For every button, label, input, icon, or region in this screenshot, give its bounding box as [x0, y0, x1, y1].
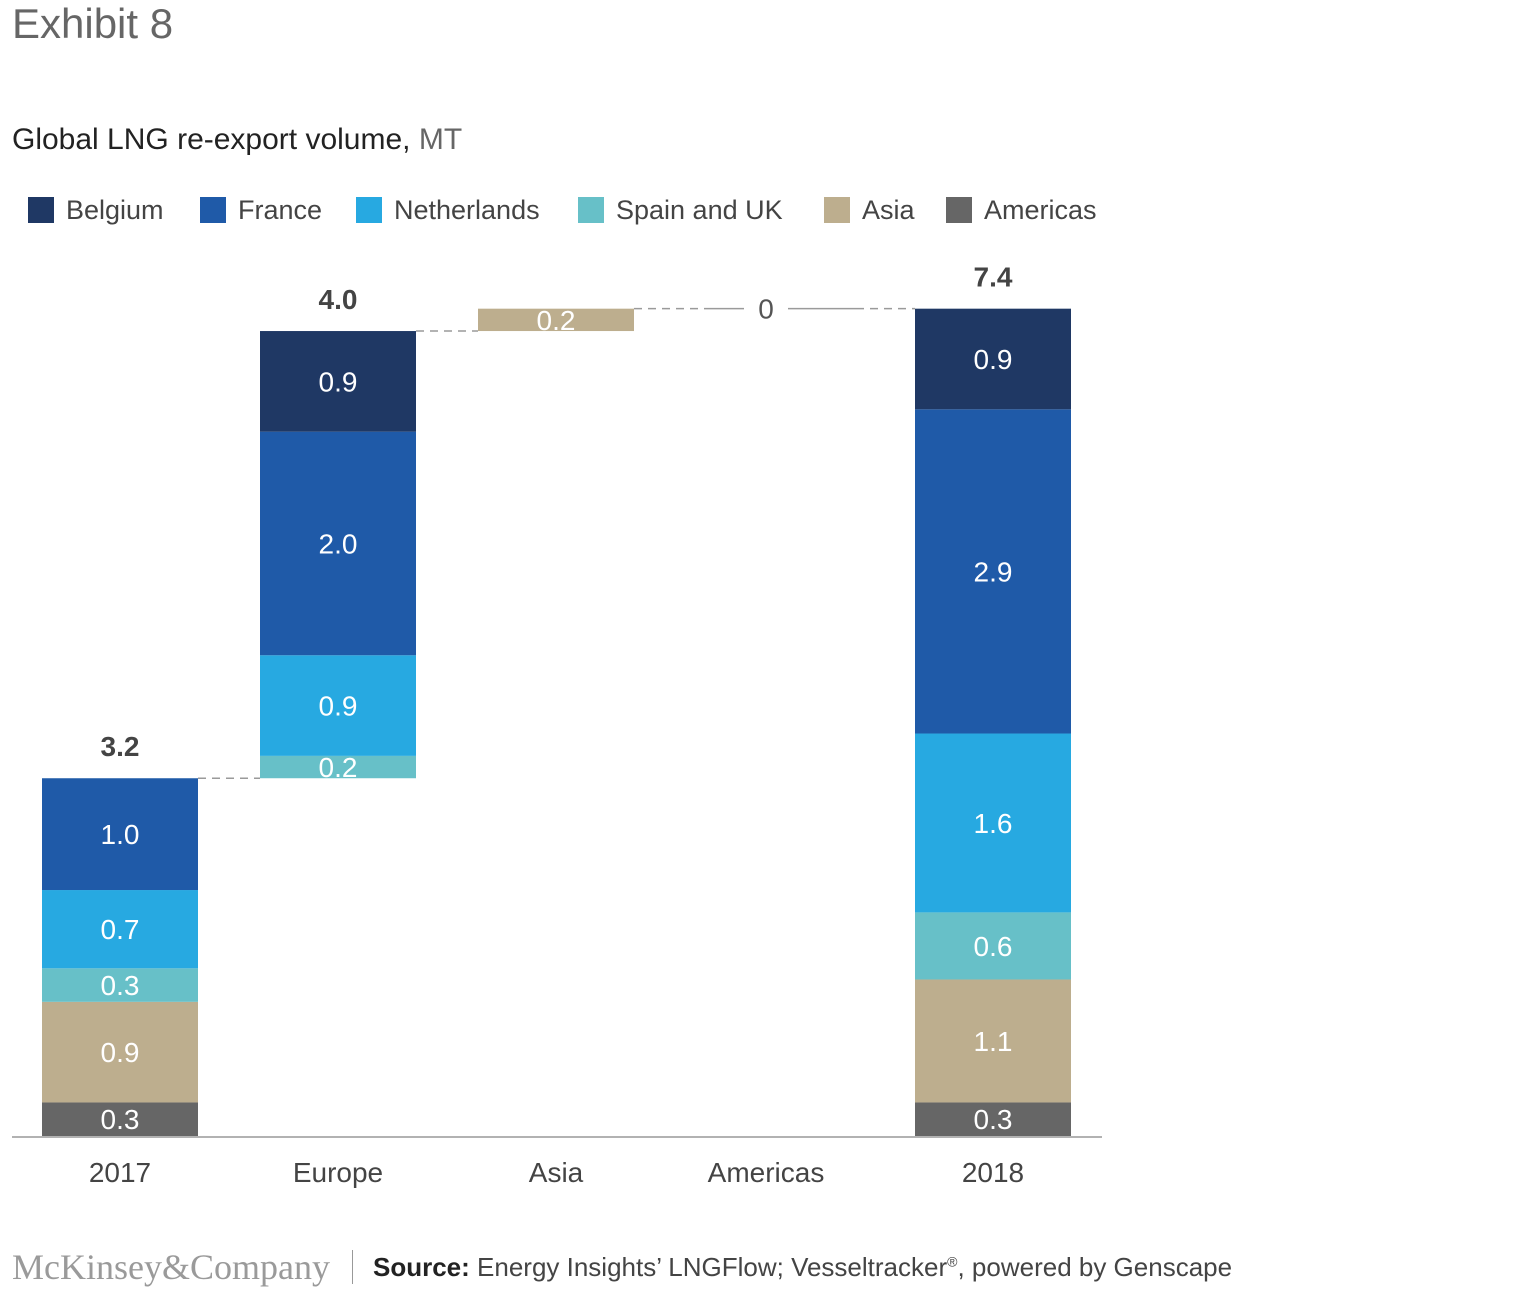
segment-value-label: 1.6 — [974, 808, 1013, 839]
legend-item-americas: Americas — [946, 192, 1097, 228]
segment-value-label: 0.2 — [537, 305, 576, 336]
bar-segment-2018-netherlands — [915, 733, 1071, 913]
legend-swatch-belgium — [28, 197, 54, 223]
legend-item-asia: Asia — [824, 192, 915, 228]
segment-value-label: 0.9 — [974, 344, 1013, 375]
chart-title-unit: MT — [410, 123, 463, 156]
legend-swatch-france — [200, 197, 226, 223]
bar-segment-europe-spain-and-uk — [260, 755, 416, 779]
bar-total-label: 7.4 — [974, 262, 1013, 293]
exhibit-label: Exhibit 8 — [12, 0, 174, 47]
bar-segment-2018-belgium — [915, 308, 1071, 410]
bar-segment-2017-asia — [42, 1001, 198, 1103]
legend-swatch-spain-uk — [578, 197, 604, 223]
bar-segment-2017-france — [42, 778, 198, 891]
segment-value-label: 1.1 — [974, 1026, 1013, 1057]
source-text: Energy Insights’ LNGFlow; Vesseltracker — [469, 1251, 948, 1282]
chart-title-main: Global LNG re-export volume, — [12, 123, 411, 156]
legend-label-asia: Asia — [862, 194, 915, 225]
waterfall-chart: 0.3 0.9 0.3 0.7 1.0 3.2 2017 0.2 0.9 2.0 0.9 4.0 Eur… — [12, 262, 1102, 1188]
source-note: Source: Energy Insights’ LNGFlow; Vessel… — [373, 1252, 1232, 1283]
legend-item-belgium: Belgium — [28, 192, 164, 228]
segment-value-label: 0.9 — [319, 366, 358, 397]
registered-mark: ® — [947, 1252, 958, 1269]
legend-label-france: France — [238, 194, 323, 225]
bar-segment-europe-belgium — [260, 331, 416, 432]
segment-value-label: 2.9 — [974, 556, 1013, 587]
legend-swatch-americas — [946, 197, 972, 223]
legend: Belgium France Netherlands Spain and UK … — [28, 192, 1128, 228]
bar-segment-asia-asia — [478, 308, 634, 332]
bar-total-label: 3.2 — [101, 731, 140, 762]
legend-item-france: France — [200, 192, 322, 228]
x-axis-tick-label: Europe — [293, 1157, 383, 1188]
footer: McKinsey&Company Source: Energy Insights… — [12, 1245, 1232, 1289]
x-axis-tick-label: Asia — [529, 1157, 584, 1188]
legend-label-belgium: Belgium — [66, 194, 164, 225]
x-axis-tick-label: 2017 — [89, 1157, 151, 1188]
bar-segment-europe-netherlands — [260, 655, 416, 756]
bar-total-label: 4.0 — [319, 284, 358, 315]
bar-segment-2017-netherlands — [42, 890, 198, 969]
segment-value-label: 0.6 — [974, 931, 1013, 962]
bar-segment-2018-france — [915, 409, 1071, 734]
segment-value-label: 0.3 — [101, 1104, 140, 1135]
segment-value-label: 0.3 — [101, 970, 140, 1001]
legend-swatch-asia — [824, 197, 850, 223]
bar-segment-2018-spain-and-uk — [915, 912, 1071, 980]
x-axis-tick-label: 2018 — [962, 1157, 1024, 1188]
legend-label-americas: Americas — [984, 194, 1097, 225]
footer-divider — [351, 1250, 353, 1284]
legend-label-spain-uk: Spain and UK — [616, 194, 783, 225]
bar-segment-europe-france — [260, 431, 416, 656]
bar-segment-2017-spain-and-uk — [42, 968, 198, 1002]
segment-value-label: 2.0 — [319, 528, 358, 559]
zero-change-label: 0 — [758, 294, 774, 325]
legend-item-spain-uk: Spain and UK — [578, 192, 783, 228]
x-axis-tick-label: Americas — [708, 1157, 825, 1188]
source-label: Source: — [372, 1251, 470, 1282]
legend-label-netherlands: Netherlands — [394, 194, 540, 225]
bar-segment-2017-americas — [42, 1102, 198, 1136]
chart-title: Global LNG re-export volume, MT — [12, 122, 462, 158]
segment-value-label: 0.9 — [101, 1037, 140, 1068]
legend-item-netherlands: Netherlands — [356, 192, 540, 228]
segment-value-label: 0.9 — [319, 691, 358, 722]
mckinsey-logo: McKinsey&Company — [12, 1247, 330, 1287]
bar-segment-2018-asia — [915, 979, 1071, 1103]
segment-value-label: 0.7 — [101, 914, 140, 945]
segment-value-label: 1.0 — [101, 819, 140, 850]
legend-swatch-netherlands — [356, 197, 382, 223]
source-tail: , powered by Genscape — [957, 1251, 1233, 1282]
bar-segment-2018-americas — [915, 1102, 1071, 1136]
segment-value-label: 0.2 — [319, 752, 358, 783]
segment-value-label: 0.3 — [974, 1104, 1013, 1135]
